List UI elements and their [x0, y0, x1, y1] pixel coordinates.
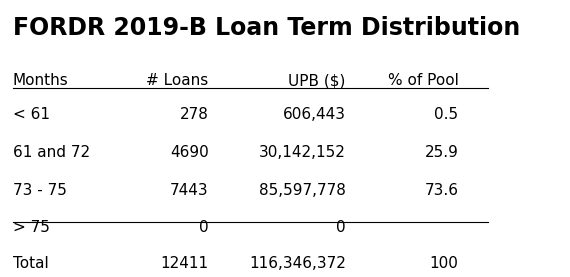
- Text: 7443: 7443: [170, 183, 209, 198]
- Text: 85,597,778: 85,597,778: [259, 183, 346, 198]
- Text: 278: 278: [180, 107, 209, 122]
- Text: 116,346,372: 116,346,372: [249, 255, 346, 271]
- Text: > 75: > 75: [13, 220, 50, 235]
- Text: FORDR 2019-B Loan Term Distribution: FORDR 2019-B Loan Term Distribution: [13, 16, 520, 40]
- Text: UPB ($): UPB ($): [288, 73, 346, 88]
- Text: 12411: 12411: [161, 255, 209, 271]
- Text: 4690: 4690: [170, 145, 209, 160]
- Text: 61 and 72: 61 and 72: [13, 145, 89, 160]
- Text: Total: Total: [13, 255, 48, 271]
- Text: % of Pool: % of Pool: [388, 73, 459, 88]
- Text: Months: Months: [13, 73, 68, 88]
- Text: < 61: < 61: [13, 107, 50, 122]
- Text: 30,142,152: 30,142,152: [259, 145, 346, 160]
- Text: 25.9: 25.9: [425, 145, 459, 160]
- Text: 73 - 75: 73 - 75: [13, 183, 67, 198]
- Text: 73.6: 73.6: [425, 183, 459, 198]
- Text: # Loans: # Loans: [146, 73, 209, 88]
- Text: 0.5: 0.5: [434, 107, 459, 122]
- Text: 0: 0: [336, 220, 346, 235]
- Text: 606,443: 606,443: [283, 107, 346, 122]
- Text: 0: 0: [199, 220, 209, 235]
- Text: 100: 100: [430, 255, 459, 271]
